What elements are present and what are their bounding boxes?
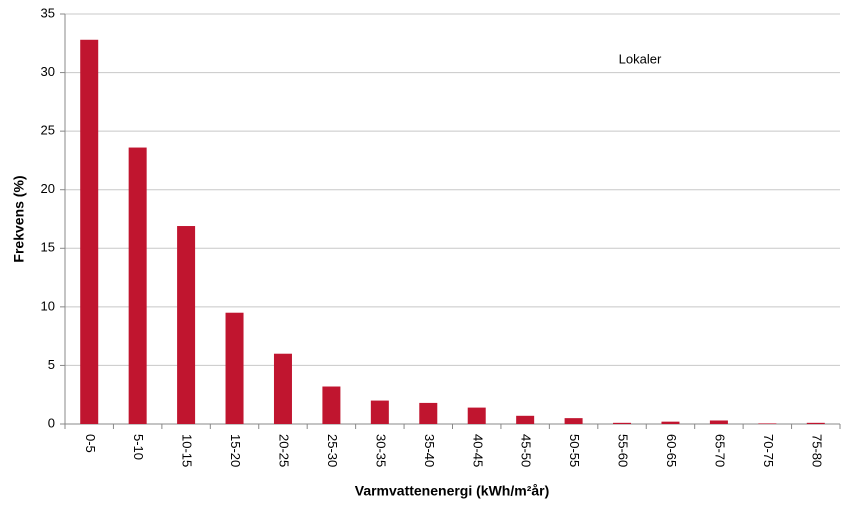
bar — [419, 402, 438, 424]
bar — [273, 353, 292, 424]
bar — [370, 400, 389, 424]
bar — [516, 415, 535, 424]
bar — [613, 422, 632, 424]
bar — [709, 420, 728, 424]
x-tick-label: 45-50 — [519, 434, 534, 467]
bar — [661, 421, 680, 424]
x-tick-label: 65-70 — [712, 434, 727, 467]
x-tick-label: 15-20 — [228, 434, 243, 467]
y-tick-label: 20 — [41, 181, 55, 196]
bar — [177, 226, 196, 424]
bar — [806, 422, 825, 424]
y-tick-label: 30 — [41, 64, 55, 79]
x-tick-label: 75-80 — [809, 434, 824, 467]
bar — [322, 386, 341, 424]
x-tick-label: 25-30 — [325, 434, 340, 467]
x-tick-label: 50-55 — [567, 434, 582, 467]
x-axis-title: Varmvattenenergi (kWh/m²år) — [355, 483, 550, 499]
bar — [467, 407, 486, 424]
bar — [758, 423, 777, 424]
x-tick-label: 10-15 — [180, 434, 195, 467]
x-tick-label: 60-65 — [664, 434, 679, 467]
x-tick-label: 55-60 — [616, 434, 631, 467]
y-tick-label: 5 — [48, 357, 55, 372]
bar — [225, 312, 244, 424]
y-tick-label: 25 — [41, 123, 55, 138]
x-tick-label: 0-5 — [83, 434, 98, 453]
y-tick-label: 15 — [41, 240, 55, 255]
x-tick-label: 40-45 — [470, 434, 485, 467]
y-axis-title: Frekvens (%) — [11, 175, 27, 262]
bar — [128, 147, 147, 425]
annotation: Lokaler — [619, 51, 662, 66]
x-tick-label: 70-75 — [761, 434, 776, 467]
y-tick-label: 10 — [41, 298, 55, 313]
y-tick-label: 0 — [48, 415, 55, 430]
x-tick-label: 30-35 — [373, 434, 388, 467]
x-tick-label: 5-10 — [131, 434, 146, 460]
y-tick-label: 35 — [41, 5, 55, 20]
bar — [564, 418, 583, 424]
x-tick-label: 35-40 — [422, 434, 437, 467]
x-tick-label: 20-25 — [277, 434, 292, 467]
bar — [80, 39, 99, 425]
